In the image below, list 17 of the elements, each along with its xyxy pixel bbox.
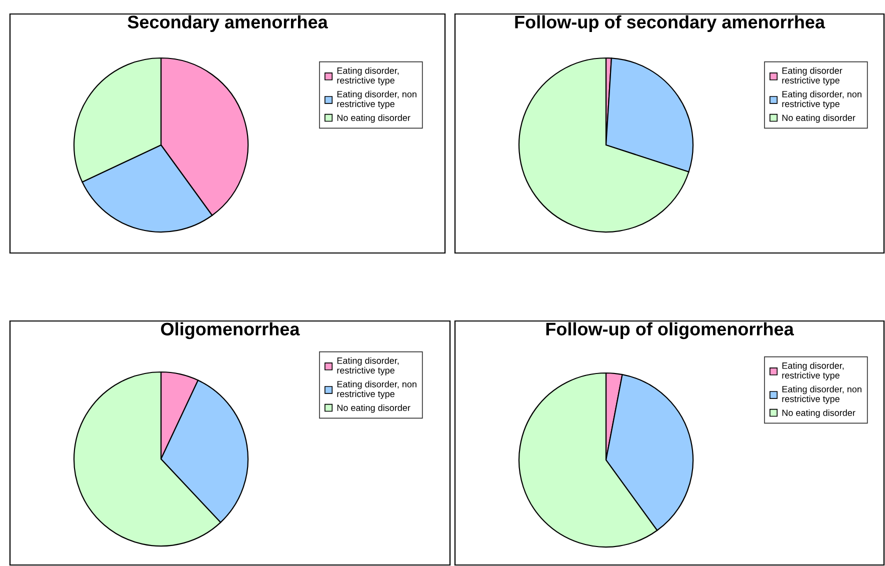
legend-label: No eating disorder (337, 404, 410, 413)
legend-label: Eating disorder, restrictive type (337, 357, 399, 376)
legend-label: Eating disorder, restrictive type (337, 67, 399, 86)
legend-label: Eating disorder, restrictive type (782, 362, 844, 380)
chart-title: Secondary amenorrhea (128, 15, 328, 32)
legend-label: Eating disorder, non restrictive type (782, 90, 862, 109)
legend-label: No eating disorder (782, 114, 856, 123)
legend-label: Eating disorder, non restrictive type (337, 90, 416, 109)
legend-label: No eating disorder (782, 409, 856, 418)
chart-title: Follow-up of secondary amenorrhea (515, 15, 826, 32)
legend-label: Eating disorder restrictive type (782, 67, 842, 86)
legend-label: Eating disorder, non restrictive type (337, 380, 416, 399)
legend-label: Eating disorder, non restrictive type (782, 386, 862, 404)
chart-title: Oligomenorrhea (161, 322, 300, 340)
legend-label: No eating disorder (337, 114, 410, 123)
pie-slice (518, 57, 690, 233)
chart-title: Follow-up of oligomenorrhea (546, 322, 794, 340)
